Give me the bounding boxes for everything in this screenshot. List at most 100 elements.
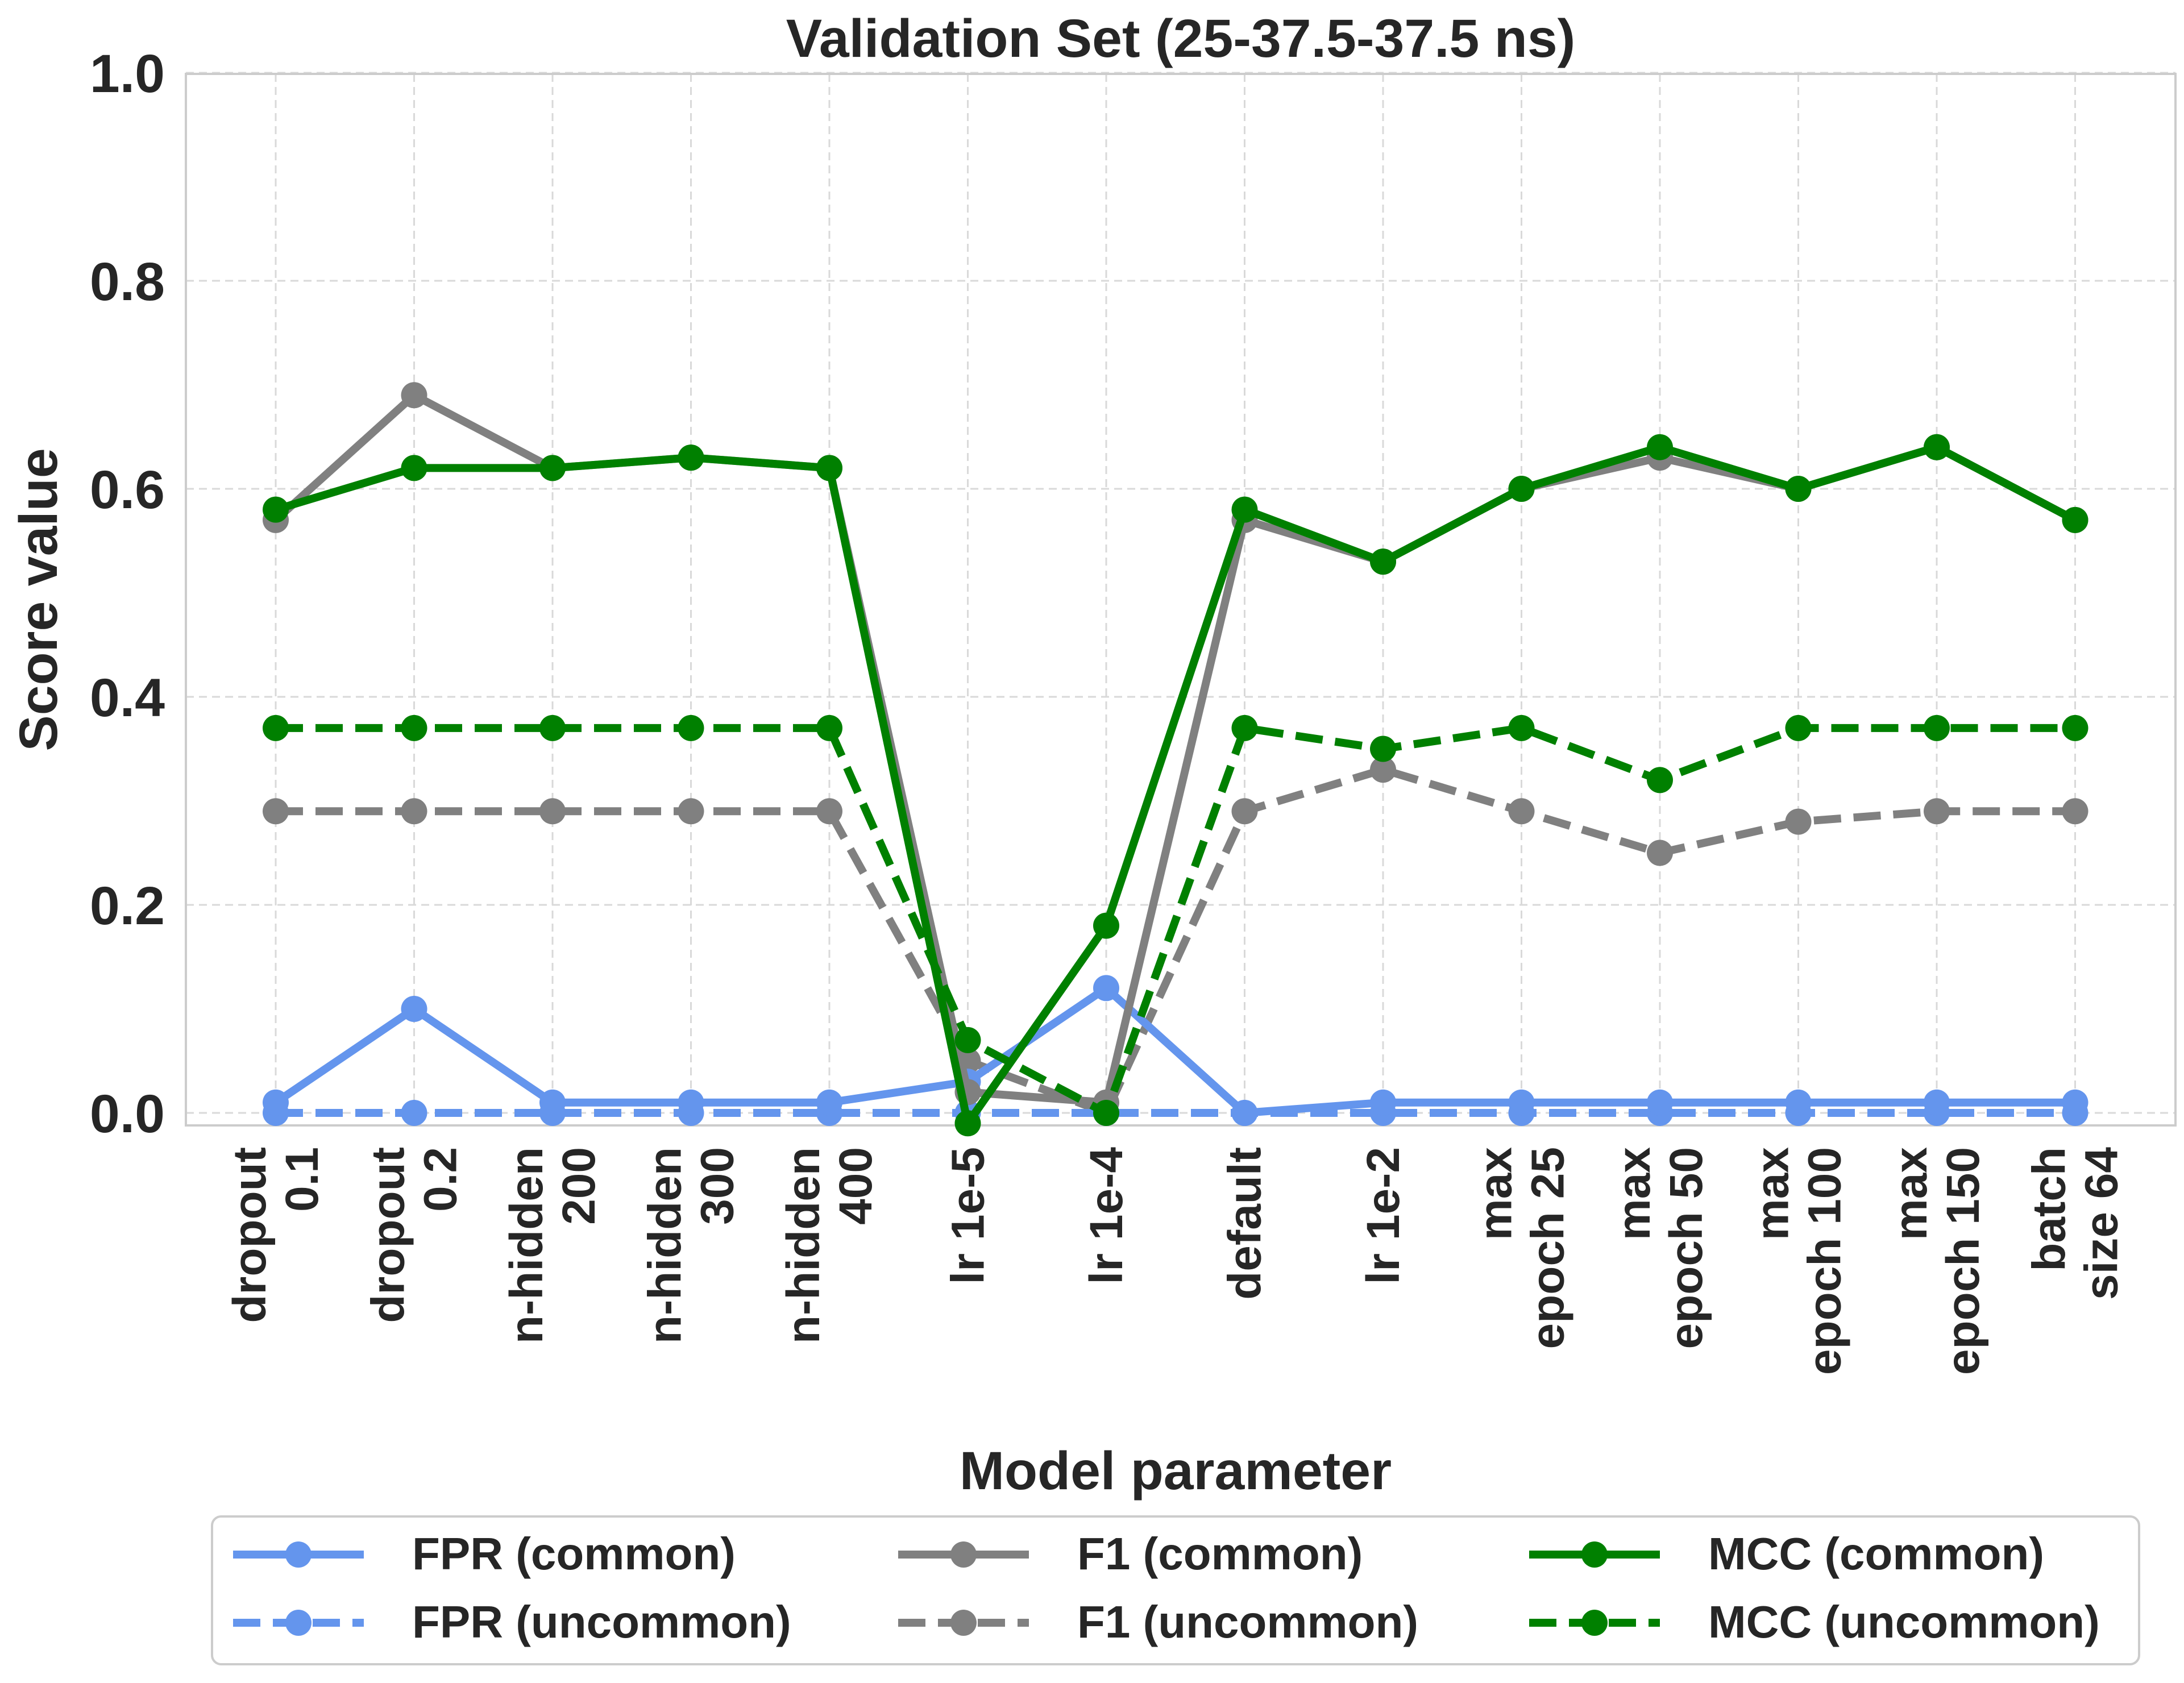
- data-point: [1370, 735, 1396, 762]
- data-point: [401, 996, 427, 1022]
- data-point: [539, 714, 566, 741]
- data-point: [1370, 757, 1396, 783]
- data-point: [1093, 912, 1119, 939]
- data-point: [1924, 434, 1950, 460]
- data-point: [539, 1089, 566, 1116]
- data-point: [1785, 1089, 1812, 1116]
- data-point: [816, 455, 842, 481]
- data-point: [1785, 476, 1812, 502]
- series-line-4: [272, 443, 2079, 1128]
- x-tick-label: dropout0.1: [224, 1147, 328, 1323]
- data-point: [539, 798, 566, 825]
- data-point: [1647, 840, 1673, 866]
- y-axis-label: Score value: [9, 448, 69, 751]
- legend-marker-1: [285, 1610, 312, 1636]
- y-tick-label: 0.8: [90, 252, 165, 312]
- legend-marker-5: [1581, 1610, 1608, 1636]
- data-point: [1924, 714, 1950, 741]
- x-tick-label: dropout0.2: [363, 1147, 467, 1323]
- x-tick-label: n-hidden300: [640, 1147, 744, 1344]
- x-tick-label: n-hidden200: [501, 1147, 605, 1344]
- legend-label: FPR (common): [412, 1528, 736, 1579]
- data-point: [1231, 1100, 1258, 1126]
- data-point: [816, 1089, 842, 1116]
- series-line-3: [276, 766, 2075, 1117]
- data-point: [2062, 1089, 2088, 1116]
- plot-frame: [185, 73, 2177, 1127]
- data-point: [1508, 714, 1535, 741]
- y-tick-label: 0.2: [90, 876, 165, 936]
- data-point: [1231, 798, 1258, 825]
- data-point: [678, 798, 704, 825]
- data-point: [1508, 798, 1535, 825]
- legend-label: MCC (uncommon): [1708, 1597, 2100, 1647]
- data-point: [1231, 714, 1258, 741]
- x-tick-label: batchsize 64: [2024, 1147, 2128, 1300]
- data-point: [1785, 714, 1812, 741]
- data-point: [1647, 767, 1673, 793]
- data-point: [1370, 548, 1396, 575]
- grid: [186, 72, 2175, 1125]
- data-point: [263, 798, 289, 825]
- legend-marker-3: [950, 1610, 977, 1636]
- data-point: [1647, 1089, 1673, 1116]
- y-tick-label: 0.0: [90, 1084, 165, 1144]
- y-tick-label: 0.6: [90, 460, 165, 520]
- data-point: [263, 496, 289, 523]
- data-point: [2062, 798, 2088, 825]
- data-point: [1924, 1089, 1950, 1116]
- data-point: [539, 455, 566, 481]
- x-tick-label: maxepoch 50: [1608, 1147, 1712, 1349]
- data-point: [401, 798, 427, 825]
- series-lines: [263, 382, 2088, 1137]
- series-line-5: [276, 724, 2075, 1117]
- x-tick-label: default: [1219, 1147, 1271, 1300]
- data-point: [954, 1027, 981, 1053]
- data-point: [678, 444, 704, 471]
- x-axis-label: Model parameter: [960, 1441, 1392, 1501]
- legend-marker-4: [1581, 1541, 1608, 1568]
- legend-marker-2: [950, 1541, 977, 1568]
- legend-label: F1 (common): [1077, 1528, 1363, 1579]
- x-tick-label: maxepoch 25: [1470, 1147, 1574, 1349]
- data-point: [1647, 434, 1673, 460]
- legend-label: MCC (common): [1708, 1528, 2044, 1579]
- legend-label: FPR (uncommon): [412, 1597, 791, 1647]
- data-point: [401, 1100, 427, 1126]
- data-point: [1924, 798, 1950, 825]
- data-point: [954, 1110, 981, 1137]
- x-tick-label: lr 1e-4: [1081, 1147, 1132, 1285]
- x-tick-label: maxepoch 100: [1747, 1147, 1851, 1375]
- x-axis-ticks: dropout0.1 dropout0.2 n-hidden200 n-hidden3…: [224, 1147, 2128, 1375]
- data-point: [263, 1089, 289, 1116]
- data-point: [401, 455, 427, 481]
- data-point: [1508, 476, 1535, 502]
- chart-title: Validation Set (25-37.5-37.5 ns): [786, 9, 1576, 69]
- data-point: [1093, 1100, 1119, 1126]
- data-point: [263, 714, 289, 741]
- x-tick-label: lr 1e-2: [1357, 1147, 1409, 1285]
- y-axis-ticks: 0.0 0.2 0.4 0.6 0.8 1.0: [90, 44, 165, 1144]
- data-point: [2062, 506, 2088, 533]
- series-line-2: [272, 391, 2079, 1107]
- data-point: [401, 382, 427, 409]
- x-tick-label: maxepoch 150: [1885, 1147, 1989, 1375]
- series-line-0: [272, 984, 2079, 1117]
- x-tick-label: n-hidden400: [778, 1147, 882, 1344]
- y-tick-label: 1.0: [90, 44, 165, 104]
- data-point: [678, 714, 704, 741]
- data-point: [1231, 496, 1258, 523]
- data-point: [1370, 1089, 1396, 1116]
- legend: FPR (common) FPR (uncommon) F1 (common) F1 …: [233, 1528, 2100, 1647]
- data-point: [401, 714, 427, 741]
- legend-label: F1 (uncommon): [1077, 1597, 1418, 1647]
- y-tick-label: 0.4: [90, 668, 165, 728]
- data-point: [1785, 808, 1812, 835]
- x-tick-label: lr 1e-5: [942, 1147, 994, 1285]
- data-point: [816, 714, 842, 741]
- data-point: [1508, 1089, 1535, 1116]
- data-point: [2062, 714, 2088, 741]
- data-point: [1093, 975, 1119, 1002]
- data-point: [678, 1089, 704, 1116]
